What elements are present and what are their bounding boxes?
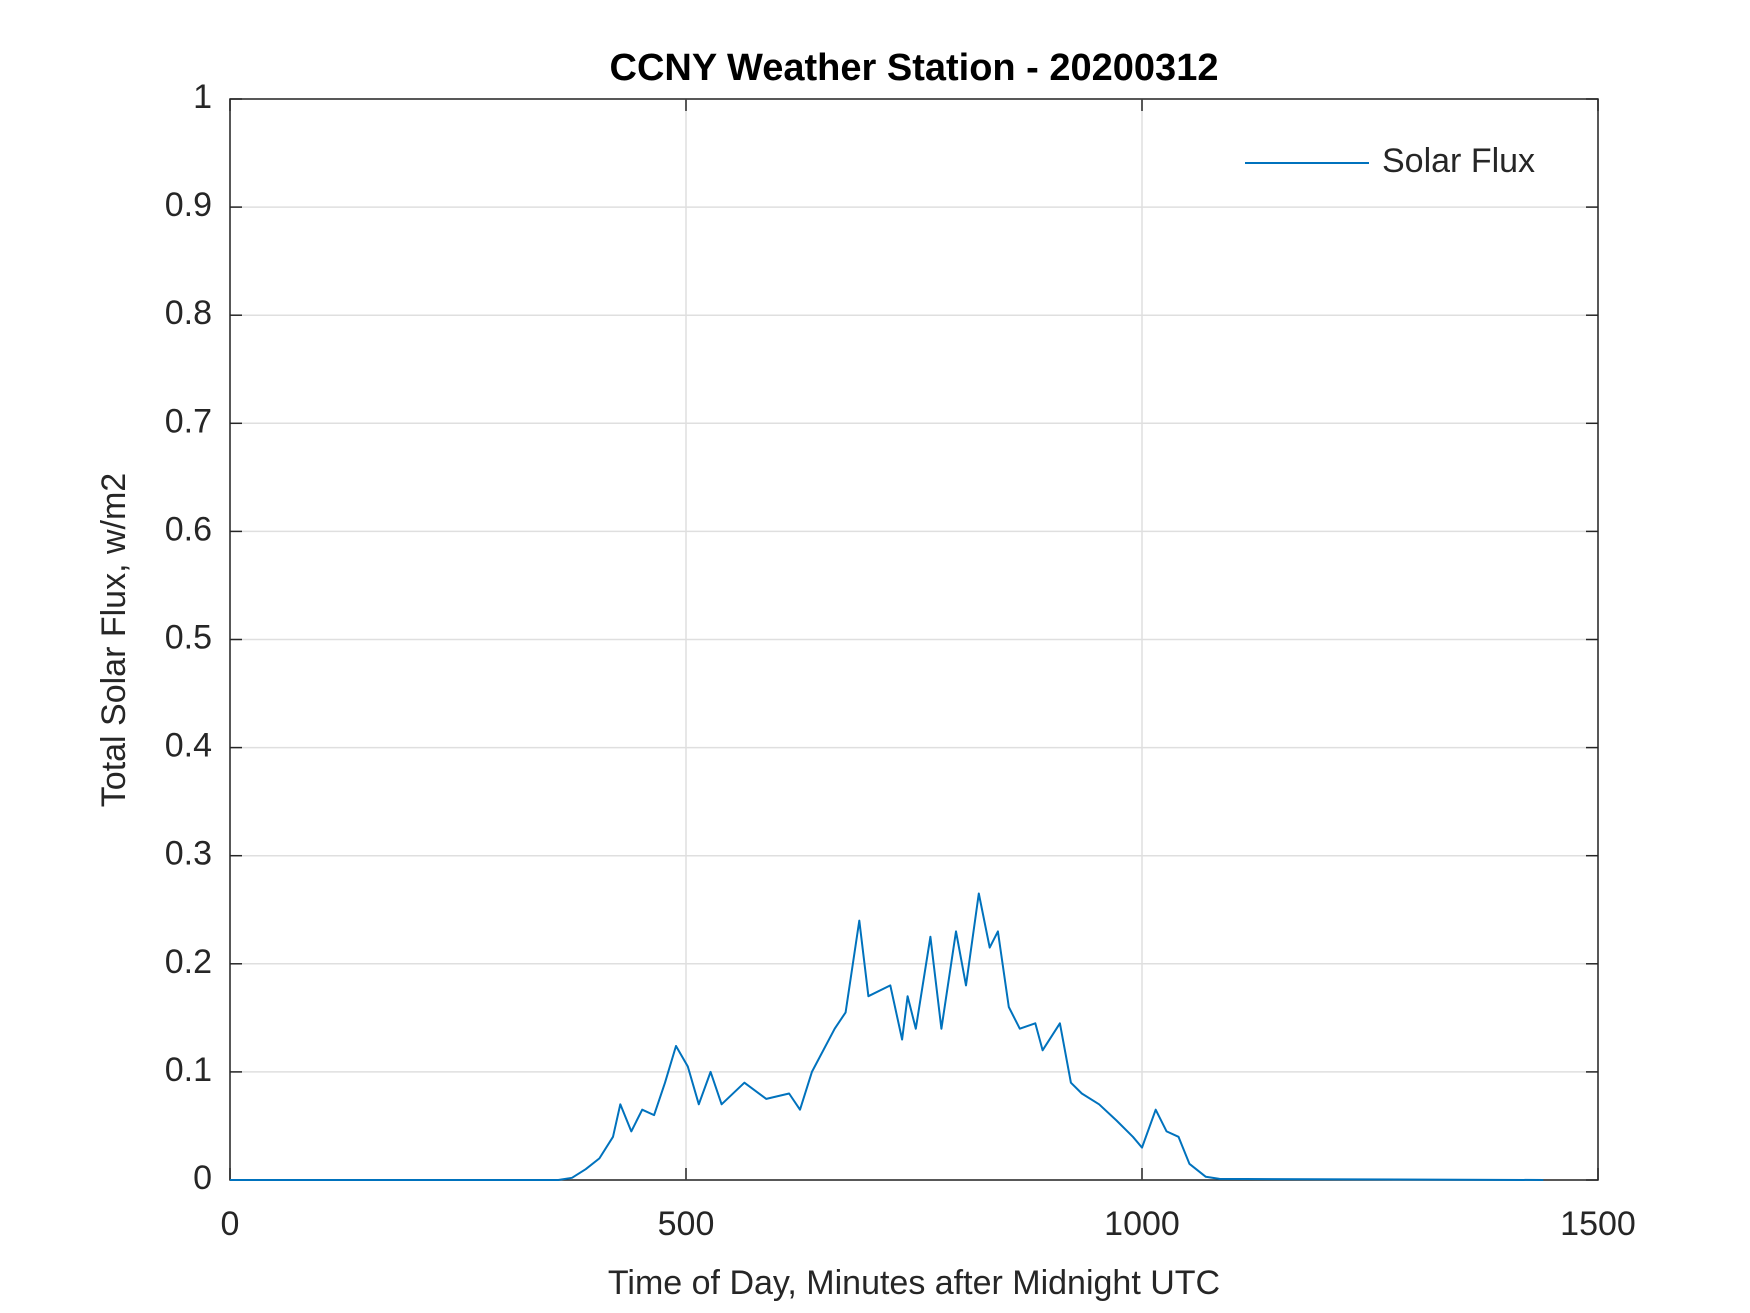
plot-frame xyxy=(229,98,1599,1181)
data-line xyxy=(230,892,1544,1181)
y-tick-label: 0.3 xyxy=(165,835,212,873)
y-tick-label: 0.7 xyxy=(165,402,212,440)
y-tick-label: 0 xyxy=(193,1159,212,1197)
x-tick-label: 1500 xyxy=(1560,1205,1636,1243)
y-tick-label: 0.8 xyxy=(165,294,212,332)
y-tick-label: 0.1 xyxy=(165,1051,212,1089)
y-tick-label: 0.9 xyxy=(165,186,212,224)
x-axis-label: Time of Day, Minutes after Midnight UTC xyxy=(608,1264,1220,1302)
y-tick-label: 0.4 xyxy=(165,727,212,765)
x-tick-label: 0 xyxy=(221,1205,240,1243)
x-tick-label: 1000 xyxy=(1104,1205,1180,1243)
y-tick-label: 0.6 xyxy=(165,510,212,548)
y-axis-label: Total Solar Flux, w/m2 xyxy=(95,473,133,807)
x-tick-label: 500 xyxy=(658,1205,715,1243)
legend-label: Solar Flux xyxy=(1382,142,1535,180)
y-tick-label: 1 xyxy=(193,78,212,116)
y-tick-label: 0.2 xyxy=(165,943,212,981)
y-tick-label: 0.5 xyxy=(165,618,212,656)
chart-title: CCNY Weather Station - 20200312 xyxy=(610,47,1219,89)
